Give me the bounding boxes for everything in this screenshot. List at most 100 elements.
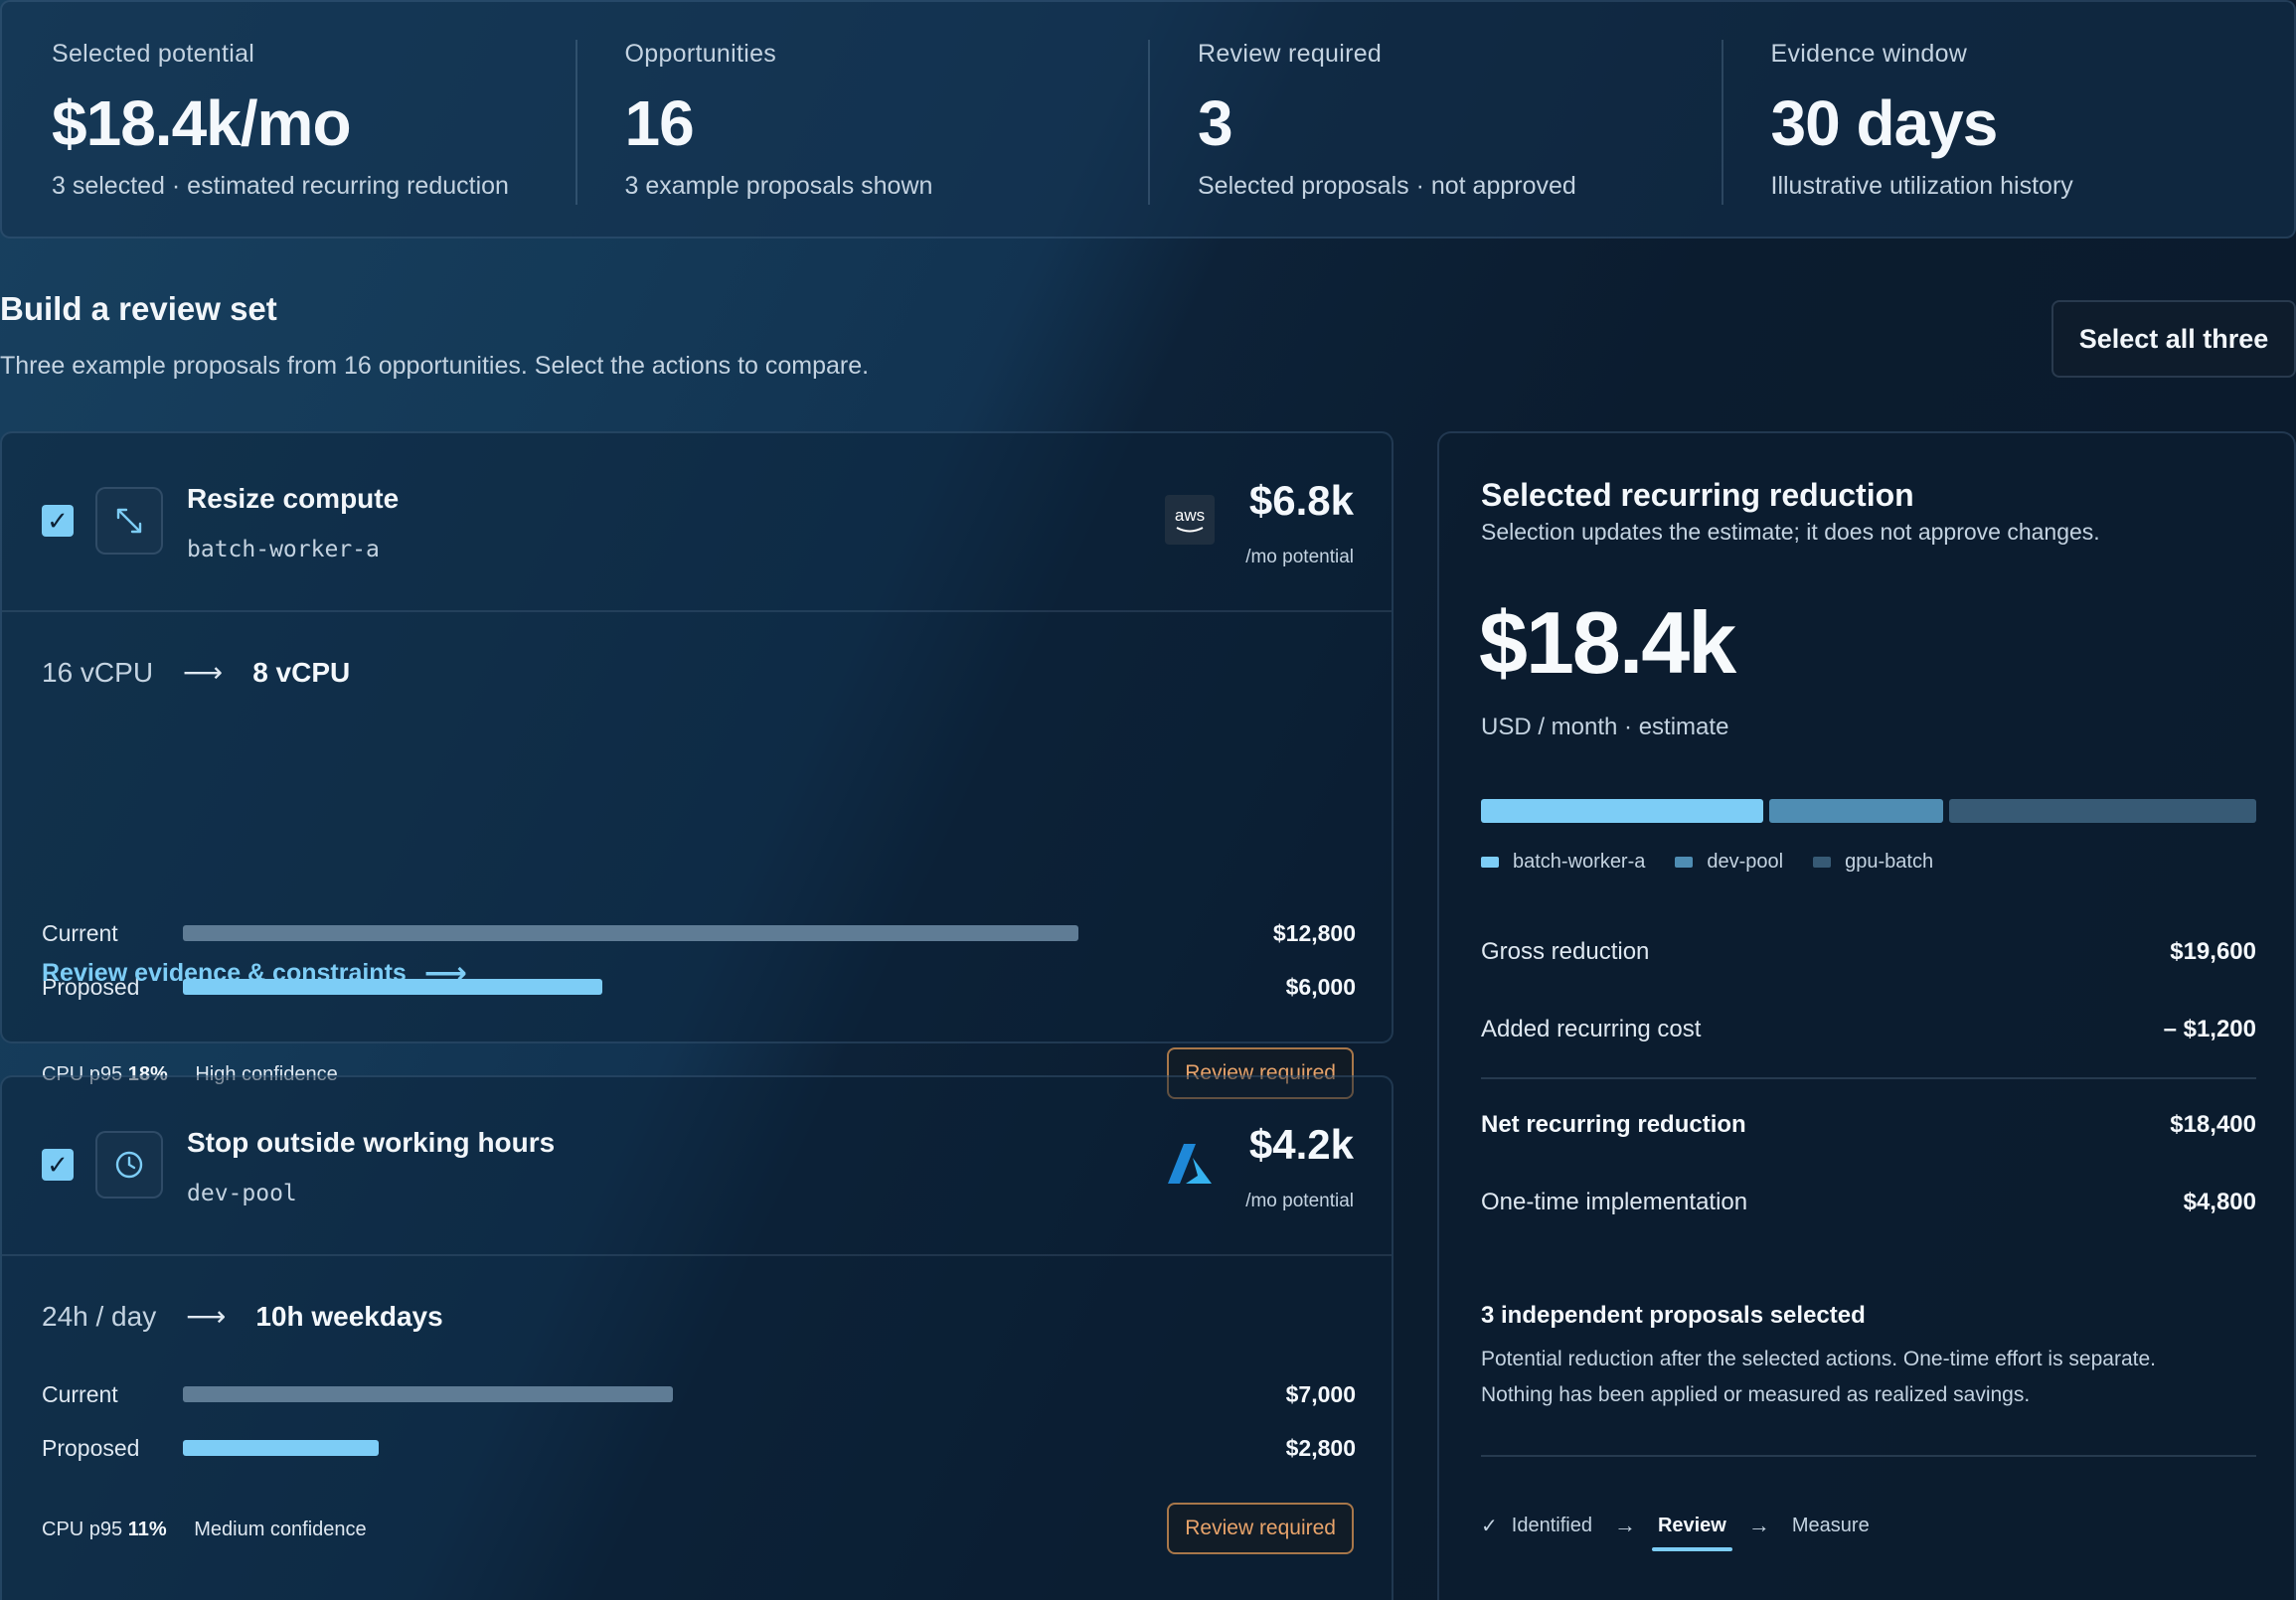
step-review[interactable]: Review — [1651, 1515, 1732, 1551]
stat-sub: 3 selected · estimated recurring reducti… — [52, 172, 509, 200]
stat-label: Review required — [1198, 40, 1383, 68]
workflow-steps: ✓ Identified → Review → Measure — [1481, 1513, 1870, 1551]
metric-label: CPU p95 — [42, 1063, 123, 1085]
row-label: Added recurring cost — [1481, 1016, 1702, 1042]
legend-item: gpu-batch — [1813, 851, 1933, 874]
change-to: 10h weekdays — [255, 1300, 443, 1332]
proposal-potential-sub: /mo potential — [1245, 1191, 1354, 1211]
metric-value: 11% — [127, 1519, 167, 1540]
azure-logo-icon — [1165, 1139, 1215, 1189]
current-cost-row: Current $12,800 — [42, 916, 1356, 950]
stat-selected-potential: Selected potential $18.4k/mo 3 selected … — [2, 2, 575, 237]
stat-value: 30 days — [1770, 87, 1999, 159]
proposal-potential: $4.2k — [1248, 1121, 1354, 1168]
row-label: Gross reduction — [1481, 938, 1650, 965]
legend-swatch — [1675, 857, 1694, 868]
legend-label: dev-pool — [1707, 851, 1784, 873]
check-icon: ✓ — [1481, 1515, 1498, 1537]
bar-value: $2,800 — [1285, 1434, 1356, 1461]
bar-label: Current — [42, 1380, 118, 1407]
gross-reduction-row: Gross reduction $19,600 — [1481, 938, 2256, 966]
card-header: ✓ Resize compute batch-worker-a aws $6.8… — [2, 433, 1392, 612]
stat-review-required: Review required 3 Selected proposals · n… — [1148, 2, 1722, 237]
added-cost-row: Added recurring cost – $1,200 — [1481, 1016, 2256, 1043]
stat-evidence-window: Evidence window 30 days Illustrative uti… — [1721, 2, 2295, 237]
proposal-potential-sub: /mo potential — [1245, 547, 1354, 567]
legend-item: batch-worker-a — [1481, 851, 1645, 874]
summary-subtitle: Selection updates the estimate; it does … — [1481, 519, 2100, 545]
section-subtitle: Three example proposals from 16 opportun… — [0, 352, 870, 380]
bar-track — [183, 1386, 1127, 1402]
link-label: Review evidence & constraints — [42, 959, 407, 987]
net-reduction-row: Net recurring reduction $18,400 — [1481, 1111, 2256, 1139]
stat-label: Selected potential — [52, 40, 255, 68]
bar-track — [183, 925, 1127, 941]
proposal-change: 24h / day ⟶ 10h weekdays — [42, 1300, 443, 1333]
stat-label: Opportunities — [624, 40, 777, 68]
stack-segment-batch-worker-a — [1481, 799, 1763, 823]
legend-label: gpu-batch — [1845, 851, 1934, 873]
stat-opportunities: Opportunities 16 3 example proposals sho… — [574, 2, 1149, 237]
summary-panel: Selected recurring reduction Selection u… — [1437, 431, 2296, 1600]
arrow-right-icon: ⟶ — [186, 1301, 227, 1332]
review-evidence-link[interactable]: Review evidence & constraints ⟶ — [42, 956, 467, 991]
utilization-metric: CPU p95 18% High confidence — [42, 1063, 338, 1086]
aws-logo-text: aws — [1174, 506, 1206, 525]
arrow-right-icon: ⟶ — [183, 657, 224, 688]
current-cost-bar — [183, 925, 1078, 941]
legend-label: batch-worker-a — [1513, 851, 1646, 873]
step-label: Measure — [1791, 1514, 1870, 1536]
review-required-badge: Review required — [1167, 1047, 1354, 1099]
proposed-cost-row: Proposed $2,800 — [42, 1431, 1356, 1465]
selection-note-text: Potential reduction after the selected a… — [1481, 1342, 2256, 1413]
utilization-metric: CPU p95 11% Medium confidence — [42, 1519, 367, 1541]
reduction-stacked-bar — [1481, 799, 2256, 823]
change-from: 24h / day — [42, 1300, 157, 1332]
note-line: Potential reduction after the selected a… — [1481, 1348, 2156, 1370]
stat-value: $18.4k/mo — [52, 87, 352, 159]
bar-track — [183, 979, 1127, 995]
stat-value: 16 — [624, 87, 695, 159]
proposal-potential: $6.8k — [1248, 477, 1354, 524]
legend-item: dev-pool — [1675, 851, 1783, 874]
selection-note-title: 3 independent proposals selected — [1481, 1302, 1866, 1329]
proposal-resource: dev-pool — [187, 1181, 297, 1206]
stat-sub: Illustrative utilization history — [1770, 172, 2073, 200]
proposal-resource: batch-worker-a — [187, 537, 380, 562]
row-value: $4,800 — [2183, 1189, 2256, 1215]
legend-swatch — [1481, 857, 1499, 868]
row-value: $19,600 — [2170, 938, 2256, 965]
bar-track — [183, 1440, 1127, 1456]
review-required-badge: Review required — [1167, 1503, 1354, 1554]
stacked-bar-legend: batch-worker-a dev-pool gpu-batch — [1481, 851, 1933, 874]
proposal-checkbox[interactable]: ✓ — [42, 1149, 74, 1181]
proposal-card-resize: ✓ Resize compute batch-worker-a aws $6.8… — [0, 431, 1394, 1099]
card-header: ✓ Stop outside working hours dev-pool $4… — [2, 1077, 1392, 1256]
proposed-cost-row: Proposed $6,000 — [42, 970, 1356, 1004]
proposal-title: Stop outside working hours — [187, 1127, 556, 1158]
row-value: – $1,200 — [2163, 1016, 2256, 1042]
arrow-right-icon: ⟶ — [423, 957, 467, 990]
summary-divider — [1481, 1077, 2256, 1079]
step-measure[interactable]: Measure — [1792, 1515, 1870, 1537]
current-cost-bar — [183, 1386, 673, 1402]
bar-label: Proposed — [42, 973, 140, 1000]
select-all-button[interactable]: Select all three — [2051, 300, 2296, 378]
stats-bar: Selected potential $18.4k/mo 3 selected … — [0, 0, 2296, 239]
summary-title: Selected recurring reduction — [1481, 477, 1914, 513]
step-identified[interactable]: ✓ Identified — [1481, 1514, 1592, 1538]
bar-value: $7,000 — [1285, 1380, 1356, 1407]
proposed-cost-bar — [183, 1440, 379, 1456]
row-label: One-time implementation — [1481, 1189, 1748, 1215]
row-label: Net recurring reduction — [1481, 1111, 1746, 1138]
resize-arrows-icon — [95, 487, 163, 555]
proposal-checkbox[interactable]: ✓ — [42, 505, 74, 537]
metric-value: 18% — [127, 1063, 168, 1085]
stat-value: 3 — [1198, 87, 1233, 159]
proposal-change: 16 vCPU ⟶ 8 vCPU — [42, 656, 350, 689]
proposal-card-schedule: ✓ Stop outside working hours dev-pool $4… — [0, 1075, 1394, 1600]
change-to: 8 vCPU — [252, 656, 351, 688]
stat-sub: 3 example proposals shown — [624, 172, 933, 200]
proposal-title: Resize compute — [187, 483, 400, 514]
bar-value: $12,800 — [1272, 919, 1356, 946]
